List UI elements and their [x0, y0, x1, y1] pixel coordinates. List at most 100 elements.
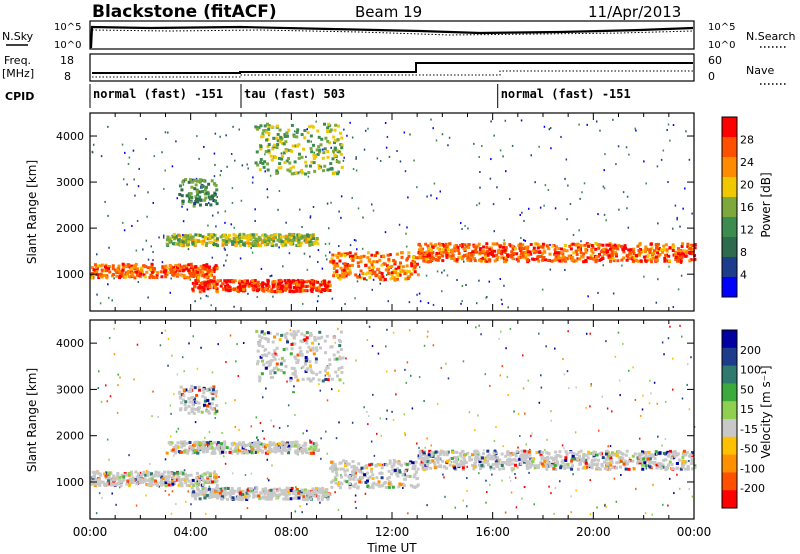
velocity-noise-dot	[218, 475, 220, 478]
velocity-echo	[606, 455, 610, 459]
velocity-noise-dot	[119, 376, 121, 379]
power-echo	[253, 284, 257, 288]
velocity-echo	[557, 454, 561, 458]
power-noise-dot	[476, 204, 478, 207]
power-echo	[441, 248, 445, 252]
power-noise-dot	[351, 197, 353, 200]
velocity-echo	[609, 456, 613, 460]
nsearch-label: N.Search	[746, 30, 796, 43]
velocity-echo	[138, 480, 142, 484]
power-echo	[120, 271, 124, 275]
power-echo	[298, 283, 302, 287]
power-echo	[388, 253, 392, 257]
velocity-noise-dot	[477, 414, 479, 417]
velocity-echo	[260, 450, 264, 454]
velocity-echo	[605, 466, 609, 470]
velocity-noise-dot	[466, 490, 468, 493]
velocity-echo	[301, 448, 305, 452]
velocity-noise-dot	[363, 406, 365, 409]
power-echo	[591, 245, 595, 249]
velocity-echo	[520, 456, 524, 460]
freq-unit-label: [MHz]	[2, 67, 34, 80]
power-echo	[167, 270, 171, 274]
power-noise-dot	[99, 302, 102, 305]
power-echo	[294, 286, 298, 290]
power-echo	[522, 250, 526, 254]
power-echo	[605, 243, 609, 247]
velocity-echo	[195, 493, 199, 497]
velocity-noise-dot	[605, 505, 607, 508]
power-echo	[453, 258, 457, 262]
power-noise-dot	[464, 224, 466, 227]
velocity-echo	[515, 449, 519, 453]
power-echo	[159, 270, 163, 274]
velocity-noise-dot	[653, 381, 656, 384]
velocity-echo	[513, 458, 517, 462]
velocity-echo	[183, 478, 187, 482]
power-echo	[485, 245, 489, 249]
power-noise-dot	[534, 181, 536, 184]
power-echo	[438, 247, 442, 251]
velocity-echo	[269, 488, 273, 492]
velocity-echo	[203, 487, 207, 491]
velocity-echo	[655, 466, 659, 470]
velocity-echo	[133, 478, 137, 482]
power-echo	[447, 254, 451, 258]
power-echo	[275, 171, 279, 175]
power-echo	[326, 126, 330, 130]
velocity-echo	[187, 479, 191, 483]
velocity-noise-dot	[113, 353, 116, 356]
power-echo	[336, 170, 340, 174]
velocity-echo	[661, 465, 665, 469]
velocity-echo	[282, 489, 286, 493]
power-noise-dot	[355, 157, 357, 160]
power-noise-dot	[564, 177, 566, 180]
power-echo	[232, 288, 236, 292]
velocity-echo	[252, 450, 256, 454]
velocity-echo	[587, 452, 591, 456]
velocity-noise-dot	[454, 506, 457, 509]
power-echo	[100, 268, 104, 272]
power-echo	[278, 290, 282, 294]
velocity-noise-dot	[302, 432, 304, 435]
velocity-echo	[570, 457, 574, 461]
velocity-echo	[461, 468, 465, 472]
power-echo	[465, 253, 469, 257]
power-noise-dot	[107, 283, 109, 286]
power-echo	[519, 254, 523, 258]
power-echo	[411, 259, 415, 263]
velocity-echo	[451, 450, 455, 454]
velocity-noise-dot	[533, 503, 536, 506]
velocity-noise-dot	[334, 491, 336, 494]
power-noise-dot	[603, 213, 606, 216]
power-echo	[194, 279, 198, 283]
power-noise-dot	[662, 149, 665, 152]
velocity-noise-dot	[408, 329, 411, 332]
velocity-echo	[631, 459, 635, 463]
velocity-noise-dot	[345, 357, 347, 360]
velocity-noise-dot	[340, 474, 342, 477]
power-noise-dot	[254, 220, 256, 223]
power-echo	[336, 137, 340, 141]
velocity-echo	[664, 468, 668, 472]
power-echo	[575, 253, 579, 257]
power-echo	[155, 276, 159, 280]
velocity-noise-dot	[334, 341, 337, 344]
velocity-noise-dot	[115, 503, 117, 506]
power-echo	[276, 284, 280, 288]
nsky-panel: N.Sky 10^5 10^0 10^5 10^0 N.Search	[2, 20, 796, 51]
velocity-echo	[314, 441, 318, 445]
velocity-echo	[125, 482, 129, 486]
velocity-noise-dot	[262, 429, 264, 432]
power-echo	[202, 289, 206, 293]
velocity-echo	[585, 465, 589, 469]
velocity-echo	[546, 451, 550, 455]
power-echo	[320, 137, 324, 141]
power-echo	[336, 264, 340, 268]
velocity-noise-dot	[208, 485, 211, 488]
power-echo	[667, 254, 671, 258]
power-echo	[346, 272, 350, 276]
power-echo	[491, 242, 495, 246]
power-noise-dot	[95, 253, 98, 256]
